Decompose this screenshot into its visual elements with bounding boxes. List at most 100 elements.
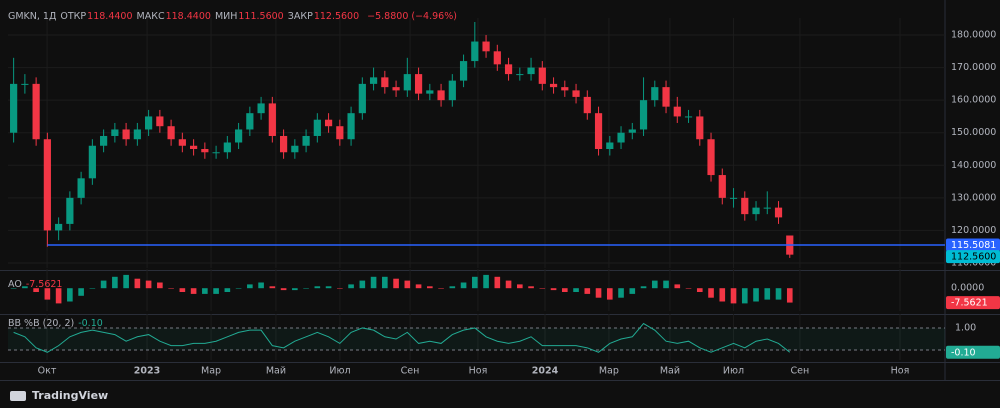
ao-bar (303, 288, 309, 289)
candle-body (77, 178, 85, 198)
y-tick-label: 1.00 (955, 322, 976, 333)
candle-body (628, 129, 636, 133)
candle-body (10, 83, 18, 133)
candle-body (606, 142, 614, 150)
ao-bar (550, 288, 557, 291)
ao-value: -7.5621 (25, 279, 63, 290)
ao-bar (719, 288, 726, 302)
candle-body (167, 126, 175, 140)
candle-body (763, 207, 771, 209)
candle-body (336, 126, 344, 140)
brand[interactable]: TradingView (10, 389, 108, 402)
candle-body (156, 116, 164, 127)
candle-body (718, 175, 726, 198)
candle-body (21, 83, 29, 85)
ao-bar (134, 278, 141, 289)
candle-body (223, 142, 231, 153)
ao-bar (280, 288, 287, 291)
candle-body (426, 90, 434, 94)
candle-body (651, 87, 659, 101)
ao-bar (78, 288, 84, 296)
candle-body (32, 83, 40, 140)
ao-bar (415, 284, 422, 289)
candle-body (729, 197, 738, 199)
candle-body (88, 145, 96, 179)
candle-body (482, 41, 490, 52)
ao-bar (33, 288, 39, 292)
ao-bar (539, 288, 546, 289)
band-fill (8, 327, 945, 351)
x-tick-label: Сен (401, 366, 420, 377)
price-axis-bg (945, 0, 1000, 408)
bb-last-label: -0.10 (951, 347, 976, 358)
ao-bar (123, 274, 129, 289)
candle-body (133, 129, 141, 140)
ao-bar (663, 280, 669, 289)
candle-body (561, 87, 569, 91)
ao-bar (55, 288, 62, 304)
candle-body (639, 100, 648, 130)
ohlc-name: МИН (214, 11, 238, 22)
x-tick-label: Ноя (469, 366, 488, 377)
x-tick-label: Ноя (891, 366, 910, 377)
ao-bar (112, 276, 118, 289)
ohlc-value: 118.4400 (87, 11, 133, 22)
candle-body (100, 135, 108, 146)
candle-body (234, 129, 243, 143)
candle-body (741, 197, 749, 215)
ao-bar (337, 288, 343, 289)
y-tick-label: 140.0000 (951, 160, 996, 171)
candle-body (369, 77, 378, 84)
ao-bar (269, 286, 276, 289)
candle-body (122, 129, 130, 140)
candle-body (358, 83, 366, 114)
candle-body (752, 207, 760, 215)
candle-body (313, 119, 321, 136)
ao-last-label: -7.5621 (951, 298, 988, 309)
candle-body (471, 41, 479, 62)
ao-bar (472, 276, 478, 289)
bb-last-label-box (946, 345, 1000, 359)
ao-bar (314, 286, 321, 289)
candle-body (696, 116, 704, 140)
ao-bar (438, 288, 444, 289)
ao-bar (516, 284, 523, 289)
x-tick-label: Мар (599, 366, 619, 377)
x-tick-label: Май (266, 366, 286, 377)
ohlc-name: ЗАКР (287, 11, 313, 22)
candle-body (448, 80, 456, 101)
x-tick-label: 2023 (134, 366, 160, 377)
ao-bar (67, 288, 73, 302)
ohlc: ОТКР118.4400 МАКС118.4400 МИН111.5600 ЗАКР1… (60, 11, 363, 22)
x-tick-label: Мар (201, 366, 221, 377)
candle-body (707, 139, 715, 176)
ao-bar (674, 284, 681, 289)
y-tick-label: 160.0000 (951, 95, 996, 106)
ao-bar (595, 288, 602, 298)
ao-bar (213, 288, 219, 294)
bb-line (13, 322, 791, 353)
ohlc-value: 111.5600 (238, 11, 284, 22)
ao-bar (10, 288, 17, 289)
ao-bar (44, 288, 51, 300)
x-tick-label: Июл (329, 366, 350, 377)
ohlc-name: ОТКР (60, 11, 87, 22)
change: −5.8800 (−4.96%) (367, 11, 457, 22)
candle-body (190, 145, 198, 150)
ao-last-label-box (946, 296, 1000, 310)
ao-bar (235, 288, 242, 289)
x-tick-label: Сен (791, 366, 810, 377)
ao-bar (224, 288, 231, 292)
candle-body (324, 119, 333, 127)
y-tick-label: 170.0000 (951, 62, 996, 73)
y-tick-label: 180.0000 (951, 30, 996, 41)
candle-body (594, 113, 603, 150)
ao-bar (629, 288, 636, 294)
ao-bar (22, 286, 28, 289)
x-tick-label: Июл (723, 366, 744, 377)
ao-bar (460, 282, 467, 289)
ao-name: AO (8, 279, 22, 290)
y-tick-label: 0.0000 (951, 283, 984, 294)
